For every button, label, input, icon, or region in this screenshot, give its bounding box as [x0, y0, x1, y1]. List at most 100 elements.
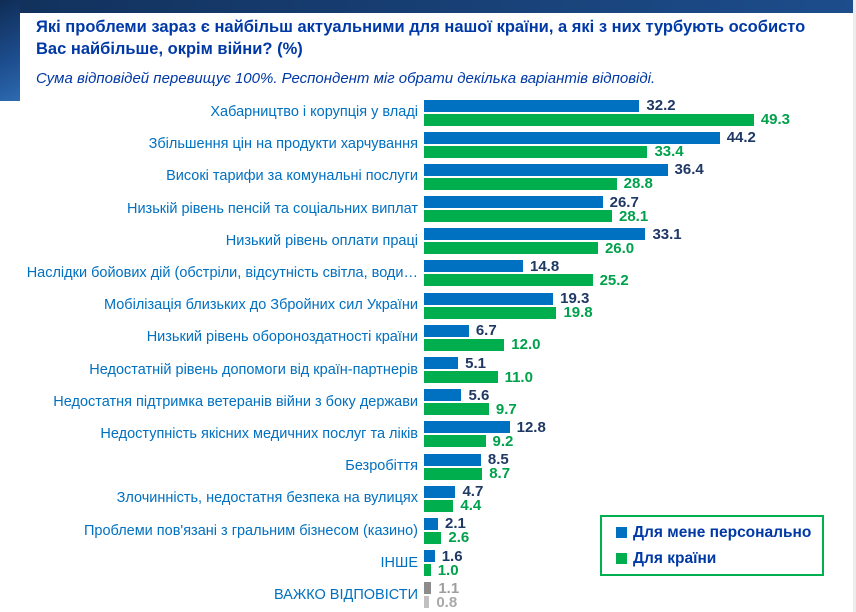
bar-line: 6.7 — [424, 322, 856, 340]
bar-country — [424, 306, 557, 319]
bar-country — [424, 210, 612, 223]
bar-group: 14.8 25.2 — [424, 257, 856, 289]
top-accent-band — [0, 0, 856, 13]
legend-swatch-personal-icon — [616, 527, 627, 539]
category-row: Недостатній рівень допомоги від країн-па… — [0, 354, 856, 386]
value-label: 19.3 — [560, 290, 590, 308]
bar-line: 28.8 — [424, 175, 856, 193]
bar-personal — [424, 421, 510, 434]
bar-country — [424, 338, 505, 351]
bar-group: 2.1 2.6 — [424, 514, 856, 546]
chart-subtitle: Сума відповідей перевищує 100%. Респонде… — [36, 69, 656, 87]
category-label: Мобілізація близьких до Збройних сил Укр… — [103, 297, 418, 314]
bar-group: 12.8 9.2 — [424, 418, 856, 450]
category-label: ІНШЕ — [380, 554, 418, 571]
bar-line: 28.1 — [424, 207, 856, 225]
category-label: Проблеми пов'язані з гральним бізнесом (… — [83, 522, 418, 539]
bar-line: 12.0 — [424, 337, 856, 352]
bar-country — [424, 403, 489, 416]
value-label: 4.4 — [460, 497, 482, 515]
bar-line: 33.4 — [424, 144, 856, 159]
value-label: 4.7 — [462, 483, 484, 501]
bar-line: 8.7 — [424, 465, 856, 483]
bar-personal — [424, 99, 640, 112]
legend-label-personal: Для мене персонально — [633, 524, 812, 541]
bar-personal — [424, 550, 435, 563]
category-label: Злочинність, недостатня безпека на вулиц… — [116, 490, 418, 507]
chart-title: Які проблеми зараз є найбільш актуальним… — [36, 18, 806, 58]
bar-personal — [424, 131, 720, 144]
bar-line: 26.0 — [424, 241, 856, 256]
bar-personal — [424, 453, 481, 466]
category-row: ВАЖКО ВІДПОВІСТИ 1.1 0.8 — [0, 579, 856, 611]
category-label: Низькій рівень пенсій та соціальних випл… — [126, 200, 418, 217]
category-row: Наслідки бойових дій (обстріли, відсутні… — [0, 257, 856, 289]
value-label: 32.2 — [646, 97, 676, 114]
category-row: ІНШЕ 1.6 1.0 — [0, 547, 856, 579]
category-label: Збільшення цін на продукти харчування — [148, 136, 418, 153]
bar-line: 25.2 — [424, 273, 856, 288]
legend-label-country: Для країни — [633, 549, 717, 567]
category-row: Низькій рівень пенсій та соціальних випл… — [0, 193, 856, 225]
value-label: 5.6 — [468, 386, 490, 404]
bar-line: 36.4 — [424, 161, 856, 179]
value-label: 36.4 — [674, 161, 704, 179]
category-row: Низький рівень обороноздатності країни 6.… — [0, 321, 856, 353]
category-row: Недостатня підтримка ветеранів війни з б… — [0, 386, 856, 418]
bar-country — [424, 177, 617, 190]
bar-group: 8.5 8.7 — [424, 450, 856, 482]
value-label: 19.8 — [563, 304, 593, 322]
value-label: 12.8 — [516, 418, 546, 436]
legend-swatch-country-icon — [616, 552, 627, 564]
value-label: 2.6 — [448, 529, 470, 547]
category-row: Безробіття 8.5 8.7 — [0, 450, 856, 482]
bar-country — [424, 371, 498, 383]
bar-personal — [424, 357, 459, 369]
value-label: 9.7 — [495, 400, 517, 418]
value-label: 8.5 — [487, 451, 509, 469]
bar-line: 11.0 — [424, 370, 856, 385]
bar-personal — [424, 582, 432, 595]
category-label: Недостатня підтримка ветеранів війни з б… — [53, 393, 418, 410]
value-label: 33.1 — [652, 225, 682, 243]
bar-country — [424, 596, 430, 609]
bar-line: 4.7 — [424, 483, 856, 501]
category-label: Хабарництво і корупція у владі — [210, 104, 418, 121]
value-label: 2.1 — [445, 515, 466, 533]
bar-group: 5.1 11.0 — [424, 354, 856, 386]
bar-country — [424, 242, 598, 255]
value-label: 28.8 — [623, 175, 653, 193]
bar-line: 1.0 — [424, 561, 856, 579]
value-label: 1.1 — [438, 579, 460, 597]
value-label: 8.7 — [489, 465, 511, 483]
bar-line: 49.3 — [424, 112, 856, 127]
category-label: ВАЖКО ВІДПОВІСТИ — [273, 586, 418, 603]
category-row: Злочинність, недостатня безпека на вулиц… — [0, 482, 856, 514]
bar-line: 8.5 — [424, 451, 856, 469]
bar-personal — [424, 292, 554, 305]
value-label: 6.7 — [475, 322, 497, 340]
bar-line: 5.1 — [424, 356, 856, 371]
bar-line: 4.4 — [424, 497, 856, 515]
value-label: 28.1 — [618, 207, 649, 225]
bar-group: 32.2 49.3 — [424, 96, 856, 128]
bar-country — [424, 467, 483, 480]
bar-line: 2.6 — [424, 529, 856, 547]
bar-personal — [424, 196, 603, 209]
bar-personal — [424, 260, 523, 273]
legend-item-country: Для країни — [616, 549, 822, 567]
bar-line: 14.8 — [424, 259, 856, 274]
category-row: Мобілізація близьких до Збройних сил Укр… — [0, 289, 856, 321]
legend-item-personal: Для мене персонально — [616, 525, 822, 541]
bar-group: 1.1 0.8 — [424, 579, 856, 611]
bar-personal — [424, 517, 439, 530]
bar-country — [424, 564, 431, 577]
bar-country — [424, 531, 442, 544]
category-row: Проблеми пов'язані з гральним бізнесом (… — [0, 514, 856, 546]
bar-line: 32.2 — [424, 97, 856, 114]
bar-group: 6.7 12.0 — [424, 321, 856, 353]
bar-line: 19.8 — [424, 304, 856, 322]
value-label: 1.0 — [437, 561, 459, 579]
category-row: Хабарництво і корупція у владі 32.2 49.3 — [0, 96, 856, 128]
